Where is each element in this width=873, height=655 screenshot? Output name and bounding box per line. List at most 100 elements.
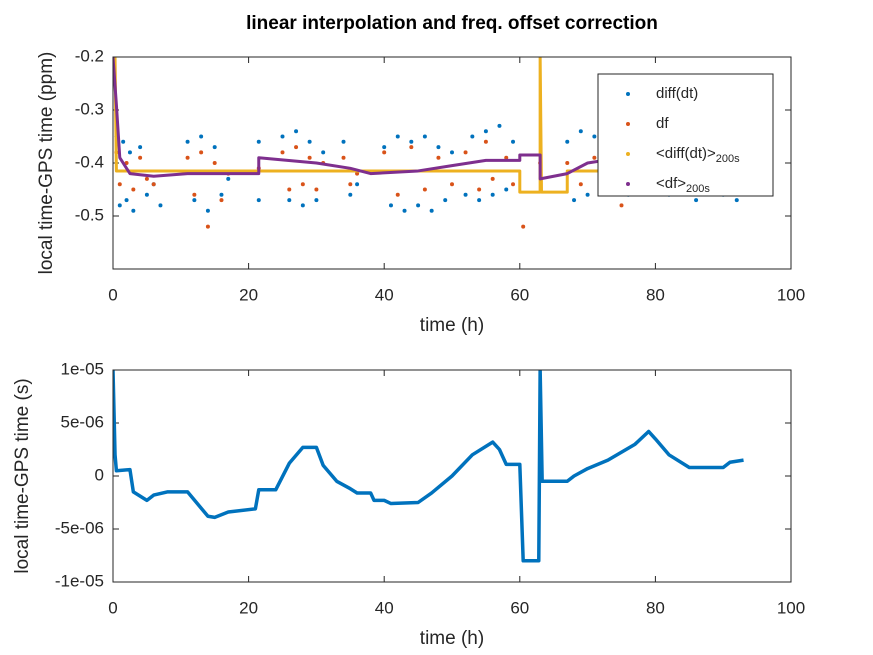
x-tick-label: 40: [375, 285, 394, 304]
y-tick-label: -0.2: [75, 46, 104, 65]
data-point: [402, 208, 407, 213]
data-point: [294, 145, 299, 150]
data-point: [212, 145, 217, 150]
data-point: [450, 182, 454, 187]
y-tick-label: 1e-05: [61, 359, 104, 378]
data-point: [300, 203, 305, 208]
data-point: [151, 182, 156, 187]
y-axis-label: local time-GPS time (ppm): [36, 52, 57, 275]
y-tick-label: 5e-06: [61, 412, 104, 431]
data-point: [578, 182, 583, 187]
x-tick-label: 60: [510, 598, 529, 617]
data-point: [124, 198, 129, 203]
x-tick-label: 20: [239, 598, 258, 617]
data-point: [443, 198, 448, 203]
x-tick-label: 80: [646, 285, 665, 304]
data-point: [300, 182, 305, 187]
data-point: [382, 150, 387, 155]
data-point: [490, 176, 495, 181]
data-point: [521, 224, 526, 229]
data-point: [483, 129, 488, 134]
data-point: [341, 155, 346, 160]
data-point: [341, 139, 346, 144]
data-point: [450, 150, 454, 155]
legend-label: <df>200s: [656, 175, 710, 195]
axes-frame: [112, 56, 792, 270]
data-point: [422, 134, 427, 139]
legend-marker: [626, 152, 630, 156]
data-point: [307, 155, 312, 160]
x-tick-label: 100: [777, 285, 805, 304]
data-point: [422, 187, 427, 192]
legend-label: diff(dt): [656, 85, 698, 102]
x-tick-label: 80: [646, 598, 665, 617]
data-point: [117, 182, 122, 187]
data-point: [127, 150, 132, 155]
data-point: [470, 134, 475, 139]
data-point: [477, 187, 482, 192]
data-point: [483, 139, 488, 144]
axes-frame: [112, 369, 792, 583]
data-point: [565, 139, 570, 144]
data-point: [409, 145, 414, 150]
x-axis-label: time (h): [420, 315, 484, 336]
data-point: [409, 139, 414, 144]
data-point: [504, 155, 509, 160]
data-point: [212, 161, 217, 165]
plot-layer: [113, 370, 744, 563]
y-tick-label: -0.4: [75, 152, 104, 171]
data-point: [578, 129, 583, 134]
data-point: [497, 123, 502, 128]
data-point: [287, 198, 292, 203]
legend-marker: [626, 92, 630, 96]
data-point: [185, 139, 190, 144]
data-point: [355, 182, 360, 187]
data-point: [355, 171, 360, 176]
data-point: [490, 192, 495, 197]
data-point: [321, 150, 326, 155]
data-point: [219, 198, 224, 203]
legend-name: df: [656, 115, 669, 132]
legend-subscript: 200s: [716, 153, 740, 165]
data-point: [463, 192, 468, 197]
data-point: [734, 198, 739, 203]
data-point: [192, 198, 197, 203]
legend-name: <diff(dt)>: [656, 145, 716, 162]
x-axis-label: time (h): [420, 628, 484, 649]
data-point: [395, 192, 400, 197]
data-point: [138, 145, 143, 150]
x-tick-label: 100: [777, 598, 805, 617]
legend-name: <df>: [656, 175, 686, 192]
x-tick-label: 20: [239, 285, 258, 304]
data-point: [463, 150, 468, 155]
data-point: [205, 224, 210, 229]
data-point: [314, 198, 319, 203]
data-point: [158, 203, 163, 208]
legend-label: df: [656, 115, 669, 132]
legend-marker: [626, 182, 630, 186]
data-point: [585, 192, 590, 197]
data-point: [619, 203, 624, 208]
data-point: [395, 134, 400, 139]
y-tick-label: -1e-05: [55, 571, 104, 590]
data-point: [511, 182, 516, 187]
legend-marker: [626, 122, 630, 126]
data-point: [592, 155, 597, 160]
data-point: [121, 139, 126, 144]
data-point: [117, 203, 122, 208]
data-point: [511, 139, 516, 144]
y-tick-label: -0.5: [75, 205, 104, 224]
data-point: [219, 192, 224, 197]
data-point: [294, 129, 299, 134]
data-point: [256, 198, 261, 203]
data-point: [477, 198, 482, 203]
data-point: [199, 150, 204, 155]
x-tick-label: 40: [375, 598, 394, 617]
legend-subscript: 200s: [686, 183, 710, 195]
data-point: [131, 208, 136, 213]
data-point: [429, 208, 434, 213]
x-tick-label: 0: [108, 598, 117, 617]
data-point: [307, 139, 312, 144]
data-point: [256, 139, 261, 144]
